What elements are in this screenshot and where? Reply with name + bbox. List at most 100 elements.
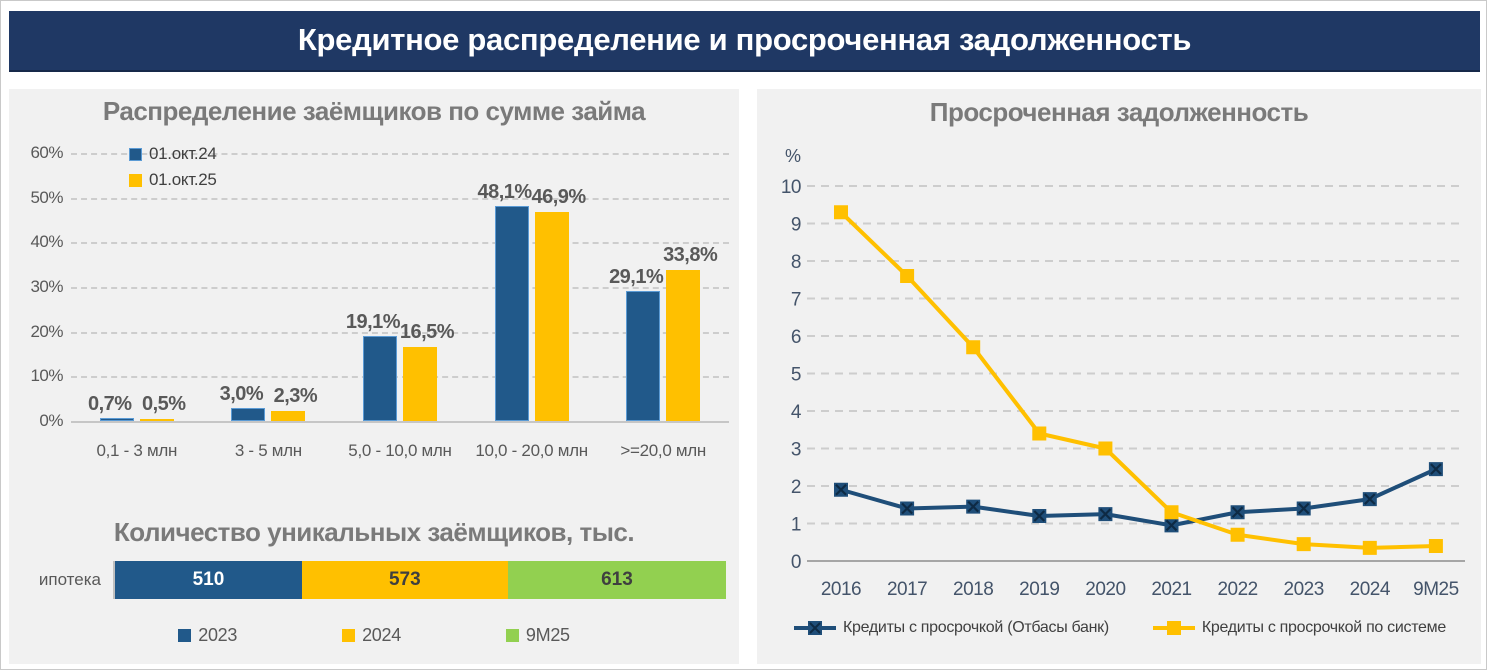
bar: 33,8% bbox=[663, 244, 718, 421]
x-axis-category: 3 - 5 млн bbox=[234, 441, 302, 460]
bar: 0,7% bbox=[88, 393, 134, 421]
y-axis-tick: 9 bbox=[791, 215, 801, 236]
legend-swatch bbox=[505, 629, 519, 642]
x-axis-tick: 2020 bbox=[1085, 579, 1125, 600]
bar-chart-title: Распределение заёмщиков по сумме займа bbox=[102, 96, 646, 126]
marker-x-glyph bbox=[1364, 493, 1376, 505]
x-axis-tick: 2017 bbox=[887, 579, 927, 600]
page-title: Кредитное распределение и просроченная з… bbox=[9, 11, 1480, 72]
data-point-marker bbox=[1164, 505, 1179, 520]
stacked-row-label: ипотека bbox=[38, 570, 101, 589]
stacked-chart-title: Количество уникальных заёмщиков, тыс. bbox=[113, 517, 635, 547]
bar: 48,1% bbox=[477, 181, 532, 421]
x-axis-tick: 2021 bbox=[1151, 579, 1191, 600]
y-axis-tick: 10 bbox=[781, 177, 801, 198]
x-axis-tick: 2023 bbox=[1284, 579, 1324, 600]
data-point-marker bbox=[966, 340, 981, 355]
legend-label: Кредиты с просрочкой (Отбасы банк) bbox=[843, 619, 1109, 636]
marker-x-glyph bbox=[809, 622, 821, 634]
y-axis-tick: 4 bbox=[791, 402, 802, 423]
bar-group: 29,1% 33,8% bbox=[597, 153, 729, 421]
bar-group: 3,0% 2,3% bbox=[203, 153, 335, 421]
legend-label: 01.окт.25 bbox=[149, 170, 217, 189]
legend-item: Кредиты с просрочкой (Отбасы банк) bbox=[792, 619, 1109, 637]
y-axis-tick: 60% bbox=[30, 143, 63, 162]
y-axis-tick: 20% bbox=[30, 321, 63, 341]
marker-x-glyph bbox=[1165, 519, 1178, 532]
legend-swatch bbox=[794, 621, 837, 635]
x-axis-tick: 9М25 bbox=[1413, 579, 1459, 600]
gridline bbox=[71, 376, 729, 379]
bar-value-label: 16,5% bbox=[399, 321, 455, 344]
gridline bbox=[71, 242, 729, 245]
bar: 16,5% bbox=[400, 321, 455, 421]
data-point-marker bbox=[1362, 540, 1377, 555]
bar: 29,1% bbox=[609, 266, 664, 421]
legend-item: 01.окт.25 bbox=[129, 170, 217, 190]
y-axis-tick: 0 bbox=[791, 552, 801, 573]
marker-x-glyph bbox=[1099, 508, 1112, 520]
y-axis-tick: 30% bbox=[30, 277, 63, 296]
stacked-segment: 573 bbox=[301, 561, 508, 599]
gridline bbox=[71, 197, 729, 200]
data-point-marker bbox=[1428, 539, 1443, 553]
legend-label: 9М25 bbox=[525, 625, 570, 645]
legend-marker bbox=[1166, 621, 1181, 635]
data-point-marker bbox=[1296, 537, 1311, 552]
line-series bbox=[839, 210, 1436, 550]
bar: 3,0% bbox=[220, 383, 266, 421]
line-chart-title: Просроченная задолженность bbox=[929, 97, 1309, 127]
left-panel: Распределение заёмщиков по сумме займа 6… bbox=[9, 89, 739, 664]
data-point-marker bbox=[900, 269, 915, 283]
x-axis-tick: 2019 bbox=[1019, 579, 1059, 600]
x-axis-category: >=20,0 млн bbox=[620, 441, 706, 460]
marker-x-glyph bbox=[835, 483, 847, 496]
y-axis-tick: 1 bbox=[791, 515, 801, 536]
x-axis-tick: 2022 bbox=[1217, 579, 1257, 600]
x-axis-category: 0,1 - 3 млн bbox=[96, 441, 178, 460]
legend-item: 9М25 bbox=[505, 625, 570, 646]
data-point-marker bbox=[1098, 441, 1113, 456]
bar-value-label: 19,1% bbox=[345, 310, 401, 333]
stacked-bar: 510 573 613 bbox=[113, 561, 726, 599]
legend-label: 01.окт.24 bbox=[149, 144, 217, 163]
stacked-segment: 613 bbox=[507, 561, 726, 599]
x-axis-category: 10,0 - 20,0 млн bbox=[475, 441, 588, 460]
gridline bbox=[71, 421, 729, 423]
marker-x-glyph bbox=[1430, 463, 1442, 475]
bar: 19,1% bbox=[346, 311, 401, 421]
legend-item: 2023 bbox=[178, 625, 237, 646]
legend-item: Кредиты с просрочкой по системе bbox=[1151, 619, 1446, 637]
bar-chart-legend: 01.окт.24 01.окт.25 bbox=[129, 144, 217, 196]
data-point-marker bbox=[834, 205, 848, 220]
marker-x-glyph bbox=[1297, 502, 1310, 515]
y-axis-tick: 2 bbox=[791, 477, 801, 498]
y-axis-tick: 50% bbox=[30, 187, 63, 207]
bar-value-label: 46,9% bbox=[531, 185, 586, 208]
marker-x-glyph bbox=[901, 502, 913, 515]
bar-value-label: 0,5% bbox=[142, 392, 186, 415]
gridline bbox=[71, 331, 729, 334]
gridline bbox=[71, 287, 729, 289]
data-point-marker bbox=[1032, 426, 1047, 441]
bar-chart-x-axis: 0,1 - 3 млн 3 - 5 млн 5,0 - 10,0 млн 10,0 -… bbox=[71, 441, 729, 461]
y-axis-tick: 5 bbox=[791, 365, 801, 386]
bar-group: 19,1% 16,5% bbox=[334, 153, 466, 421]
bar: 46,9% bbox=[531, 186, 586, 421]
stacked-segment: 510 bbox=[115, 561, 302, 599]
legend-label: 2023 bbox=[198, 625, 238, 645]
bar-group: 48,1% 46,9% bbox=[466, 153, 598, 421]
y-axis-tick: 6 bbox=[791, 327, 801, 348]
legend-swatch bbox=[1152, 621, 1195, 635]
marker-x-glyph bbox=[967, 500, 979, 513]
bar-value-label: 33,8% bbox=[663, 244, 718, 267]
x-axis-tick: 2016 bbox=[821, 579, 861, 600]
x-axis-tick: 2024 bbox=[1350, 579, 1391, 600]
bar: 0,5% bbox=[139, 393, 186, 421]
bar: 2,3% bbox=[271, 385, 318, 421]
line-series bbox=[840, 467, 1437, 528]
legend-item: 01.окт.24 bbox=[129, 144, 217, 164]
legend-label: 2024 bbox=[362, 625, 401, 645]
